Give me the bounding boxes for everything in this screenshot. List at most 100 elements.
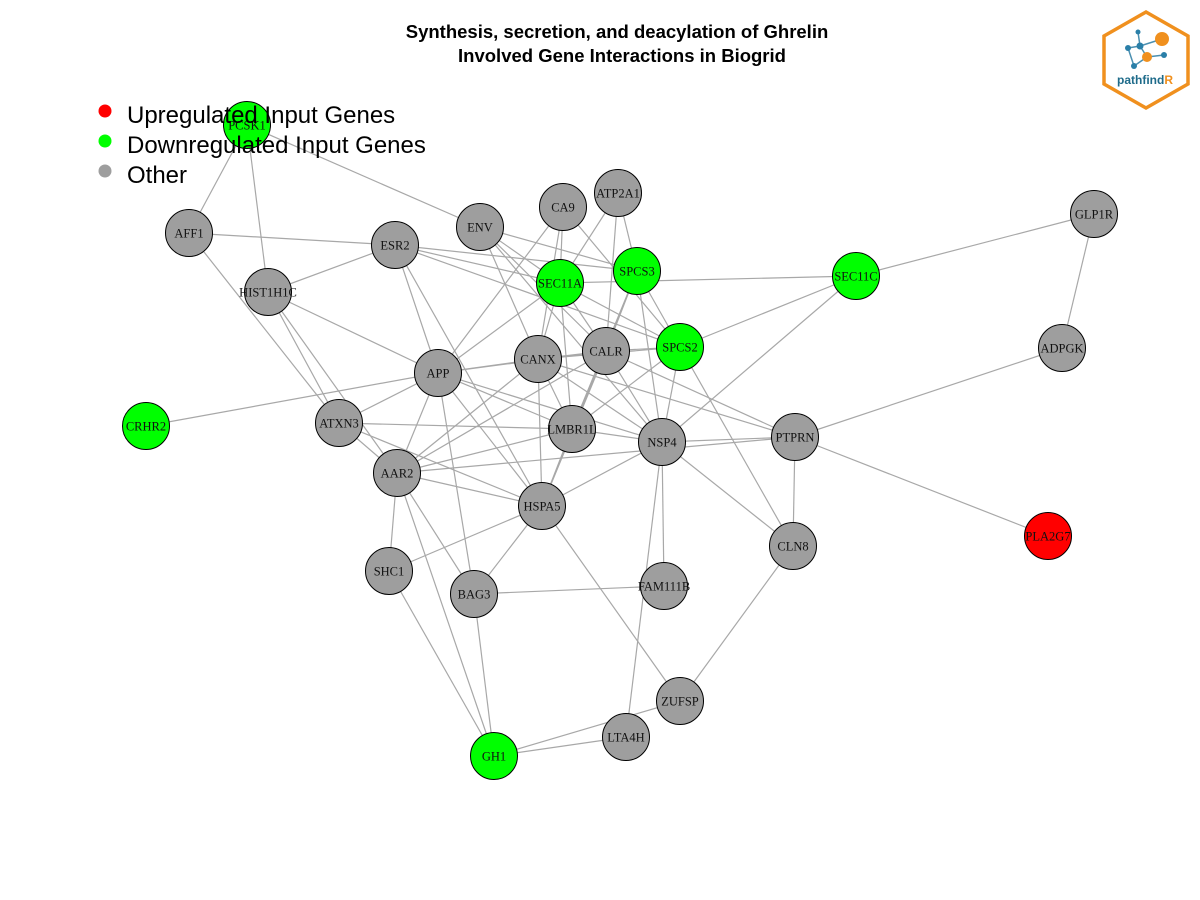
edge-sec11a-app xyxy=(437,282,561,374)
edge-calr-aar2 xyxy=(396,350,607,474)
node-label: BAG3 xyxy=(458,588,491,602)
node-label: CLN8 xyxy=(777,540,808,554)
node-label: NSP4 xyxy=(647,436,677,450)
node-calr: CALR xyxy=(582,327,630,375)
node-label: HIST1H1C xyxy=(239,286,297,300)
node-circle xyxy=(582,327,630,375)
edge-esr2-sec11a xyxy=(394,244,561,284)
node-circle xyxy=(548,405,596,453)
node-label: SEC11A xyxy=(538,277,582,291)
edge-sec11c-spcs2 xyxy=(679,275,857,348)
edge-esr2-spcs3 xyxy=(394,244,638,272)
node-shc1: SHC1 xyxy=(365,547,413,595)
edge-atxn3-lmbr1l xyxy=(338,422,573,430)
node-circle xyxy=(539,183,587,231)
node-label: PLA2G7 xyxy=(1025,530,1070,544)
edge-bag3-fam111b xyxy=(473,585,665,595)
node-label: PTPRN xyxy=(776,431,815,445)
node-label: GH1 xyxy=(482,750,506,764)
legend-swatch-down xyxy=(98,134,112,148)
edge-app-crhr2 xyxy=(145,372,439,427)
edge-canx-hspa5 xyxy=(537,358,543,507)
logo-network-icon xyxy=(1125,29,1169,69)
node-sec11c: SEC11C xyxy=(832,252,880,300)
node-zufsp: ZUFSP xyxy=(656,677,704,725)
node-label: ESR2 xyxy=(380,239,409,253)
nodes-layer: PCSK1 AFF1 HIST1H1C ESR2 ENV CA9 ATP2A1 SEC11A S… xyxy=(122,101,1118,780)
node-circle xyxy=(371,221,419,269)
node-circle xyxy=(656,323,704,371)
edge-app-lmbr1l xyxy=(437,372,573,430)
node-circle xyxy=(1070,190,1118,238)
node-label: ATXN3 xyxy=(319,417,359,431)
logo-text: pathfindR xyxy=(1117,73,1173,87)
node-bag3: BAG3 xyxy=(450,570,498,618)
edge-canx-ptprn xyxy=(537,358,796,438)
node-pla2g7: PLA2G7 xyxy=(1024,512,1072,560)
edge-calr-ptprn xyxy=(605,350,796,438)
node-label: CRHR2 xyxy=(126,420,166,434)
node-label: CA9 xyxy=(551,201,575,215)
node-label: SPCS2 xyxy=(662,341,697,355)
node-spcs3: SPCS3 xyxy=(613,247,661,295)
node-circle xyxy=(373,449,421,497)
edge-sec11c-nsp4 xyxy=(661,275,857,443)
node-crhr2: CRHR2 xyxy=(122,402,170,450)
node-circle xyxy=(223,101,271,149)
node-lta4h: LTA4H xyxy=(602,713,650,761)
edge-hspa5-shc1 xyxy=(388,505,543,572)
legend-label-down: Downregulated Input Genes xyxy=(127,132,426,159)
edge-app-nsp4 xyxy=(437,372,663,443)
edge-esr2-spcs2 xyxy=(394,244,681,348)
edge-aff1-esr2 xyxy=(188,232,396,246)
node-aar2: AAR2 xyxy=(373,449,421,497)
node-circle xyxy=(470,732,518,780)
edge-aar2-hspa5 xyxy=(396,472,543,507)
node-nsp4: NSP4 xyxy=(638,418,686,466)
edge-shc1-gh1 xyxy=(388,570,495,757)
node-circle xyxy=(832,252,880,300)
node-circle xyxy=(638,418,686,466)
legend-item-up: Upregulated Input Genes xyxy=(98,102,395,129)
node-atxn3: ATXN3 xyxy=(315,399,363,447)
node-circle xyxy=(122,402,170,450)
node-circle xyxy=(640,562,688,610)
edge-ca9-app xyxy=(437,206,564,374)
edge-adpgk-ptprn xyxy=(794,347,1063,438)
node-circle xyxy=(365,547,413,595)
node-app: APP xyxy=(414,349,462,397)
node-label: ADPGK xyxy=(1040,342,1083,356)
node-env: ENV xyxy=(456,203,504,251)
node-canx: CANX xyxy=(514,335,562,383)
edge-app-bag3 xyxy=(437,372,475,595)
edge-env-nsp4 xyxy=(479,226,663,443)
node-label: AFF1 xyxy=(174,227,203,241)
edge-nsp4-fam111b xyxy=(661,441,665,587)
node-label: SPCS3 xyxy=(619,265,654,279)
diagram-title-line2: Involved Gene Interactions in Biogrid xyxy=(458,45,786,66)
node-circle xyxy=(536,259,584,307)
node-circle xyxy=(450,570,498,618)
node-circle xyxy=(1024,512,1072,560)
node-circle xyxy=(1038,324,1086,372)
edge-hist1h1c-atxn3 xyxy=(267,291,340,424)
edges-layer xyxy=(145,124,1095,757)
node-label: ENV xyxy=(467,221,493,235)
node-circle xyxy=(414,349,462,397)
node-label: GLP1R xyxy=(1075,208,1114,222)
edge-ptprn-aar2 xyxy=(396,436,796,474)
edge-canx-nsp4 xyxy=(537,358,663,443)
node-label: AAR2 xyxy=(381,467,414,481)
node-gh1: GH1 xyxy=(470,732,518,780)
node-hist1h1c: HIST1H1C xyxy=(239,268,297,316)
legend-label-up: Upregulated Input Genes xyxy=(127,102,395,129)
node-label: SHC1 xyxy=(374,565,405,579)
legend-item-down: Downregulated Input Genes xyxy=(98,132,426,159)
node-circle xyxy=(456,203,504,251)
node-circle xyxy=(518,482,566,530)
edge-atp2a1-calr xyxy=(605,192,619,352)
node-label: CANX xyxy=(520,353,555,367)
node-spcs2: SPCS2 xyxy=(656,323,704,371)
node-label: FAM111B xyxy=(638,580,690,594)
node-aff1: AFF1 xyxy=(165,209,213,257)
